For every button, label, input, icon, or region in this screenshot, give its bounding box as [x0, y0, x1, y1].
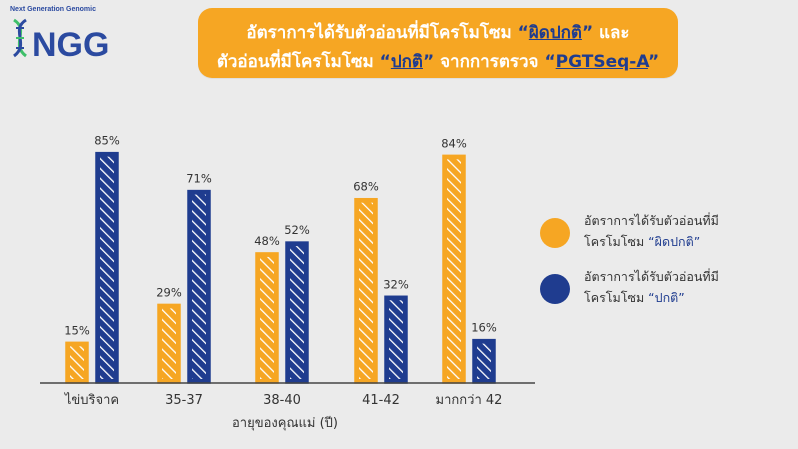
x-tick-label-4: มากกว่า 42 [436, 393, 503, 408]
title-banner: อัตราการได้รับตัวอ่อนที่มีโครโมโซม “ผิดป… [198, 8, 678, 78]
logo-tagline: Next Generation Genomic [10, 6, 96, 13]
bar-hatch-0-cat-3 [359, 202, 373, 379]
bar-hatch-1-cat-3 [389, 300, 403, 379]
legend-normal-line1: อัตราการได้รับตัวอ่อนที่มี [584, 269, 719, 284]
data-label-series-1-cat-2: 52% [284, 223, 310, 237]
data-label-series-1-cat-4: 16% [471, 321, 497, 335]
x-tick-label-2: 38-40 [263, 393, 301, 408]
dna-logo-icon: NGG [12, 18, 108, 64]
legend-abnormal-line1: อัตราการได้รับตัวอ่อนที่มี [584, 213, 719, 228]
data-label-series-0-cat-3: 68% [353, 180, 379, 194]
title-test-name: PGTSeq-A [555, 52, 648, 72]
legend-abnormal-term: “ผิดปกติ” [648, 234, 701, 249]
bar-hatch-0-cat-0 [70, 346, 84, 379]
title-line-1: อัตราการได้รับตัวอ่อนที่มีโครโมโซม “ผิดป… [198, 19, 678, 46]
logo: Next Generation Genomic NGG [8, 6, 108, 66]
data-label-series-0-cat-4: 84% [441, 136, 467, 150]
legend-normal-line2-pre: โครโมโซม [584, 290, 649, 305]
title-line-2: ตัวอ่อนที่มีโครโมโซม “ปกติ” จากการตรวจ “… [198, 48, 678, 75]
data-label-series-1-cat-1: 71% [186, 172, 212, 186]
data-label-series-0-cat-0: 15% [64, 323, 90, 337]
title-line2-mid: จากการตรวจ [434, 52, 545, 72]
legend-abnormal-line2-pre: โครโมโซม [584, 234, 649, 249]
title-line2-pre: ตัวอ่อนที่มีโครโมโซม [216, 52, 380, 72]
legend-normal-term: “ปกติ” [648, 290, 685, 305]
x-tick-label-1: 35-37 [165, 393, 203, 408]
title-normal-term: ปกติ [390, 52, 423, 72]
bar-hatch-1-cat-1 [192, 194, 206, 379]
data-label-series-1-cat-0: 85% [94, 134, 120, 148]
data-label-series-0-cat-2: 48% [254, 234, 280, 248]
bar-hatch-0-cat-2 [260, 256, 274, 379]
title-line1-post: และ [593, 23, 630, 43]
title-close-quote-2: ” [422, 52, 435, 72]
logo-mark-text: NGG [32, 26, 108, 64]
title-abnormal-term: ผิดปกติ [528, 23, 582, 43]
x-tick-label-0: ไข่บริจาค [64, 392, 119, 408]
bar-hatch-1-cat-0 [100, 156, 114, 379]
title-open-quote-2: “ [379, 52, 391, 72]
legend-swatch-abnormal [540, 218, 570, 248]
bar-hatch-1-cat-4 [477, 343, 491, 379]
data-label-series-1-cat-3: 32% [383, 277, 409, 291]
x-axis-label: อายุของคุณแม่ (ปี) [232, 415, 338, 431]
title-close-quote-3: ” [647, 52, 660, 72]
data-label-series-0-cat-1: 29% [156, 285, 182, 299]
title-close-quote: ” [581, 23, 594, 43]
title-open-quote-3: “ [544, 52, 556, 72]
bar-hatch-1-cat-2 [290, 246, 304, 379]
legend-text-normal: อัตราการได้รับตัวอ่อนที่มี โครโมโซม “ปกต… [584, 266, 719, 308]
bar-hatch-0-cat-4 [447, 159, 461, 379]
legend-swatch-normal [540, 274, 570, 304]
x-tick-label-3: 41-42 [362, 393, 400, 408]
title-open-quote: “ [517, 23, 529, 43]
bar-hatch-0-cat-1 [162, 308, 176, 379]
title-line1-pre: อัตราการได้รับตัวอ่อนที่มีโครโมโซม [246, 23, 518, 43]
legend-text-abnormal: อัตราการได้รับตัวอ่อนที่มี โครโมโซม “ผิด… [584, 210, 719, 252]
